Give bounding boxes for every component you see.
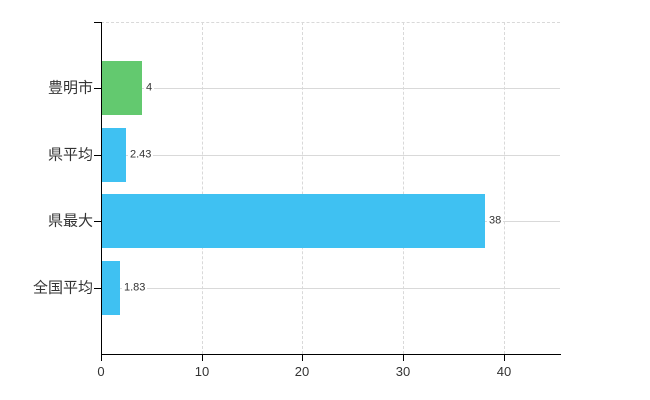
gridline-vertical [403,22,404,354]
gridline-horizontal [101,88,560,89]
bar-value-label: 1.83 [122,281,148,295]
x-axis-line [101,354,561,355]
y-axis-tick [94,88,101,89]
category-label: 豊明市 [47,79,93,97]
x-tick-label: 10 [194,364,210,379]
y-axis-line [101,22,102,354]
x-tick-label: 20 [294,364,310,379]
x-axis-tick [403,355,404,361]
y-axis-tick [94,221,101,222]
y-axis-tick [94,288,101,289]
x-tick-label: 30 [395,364,411,379]
x-axis-tick [202,355,203,361]
y-axis-tick [94,155,101,156]
gridline-horizontal [101,155,560,156]
gridline-vertical [202,22,203,354]
y-axis-top-tick [94,22,101,23]
bar-value-label: 4 [144,81,155,95]
gridline-vertical [302,22,303,354]
bar [102,194,485,248]
bar-value-label: 2.43 [128,148,154,162]
x-tick-label: 40 [496,364,512,379]
x-axis-tick [101,355,102,361]
bar [102,61,142,115]
gridline-top [101,22,560,23]
category-label: 県平均 [47,146,93,164]
bar [102,128,126,182]
gridline-vertical [504,22,505,354]
x-tick-label: 0 [97,364,105,379]
category-label: 県最大 [47,212,93,230]
x-axis-tick [504,355,505,361]
category-label: 全国平均 [32,279,93,297]
gridline-horizontal [101,288,560,289]
bar-value-label: 38 [487,214,504,228]
x-axis-tick [302,355,303,361]
bar [102,261,120,315]
